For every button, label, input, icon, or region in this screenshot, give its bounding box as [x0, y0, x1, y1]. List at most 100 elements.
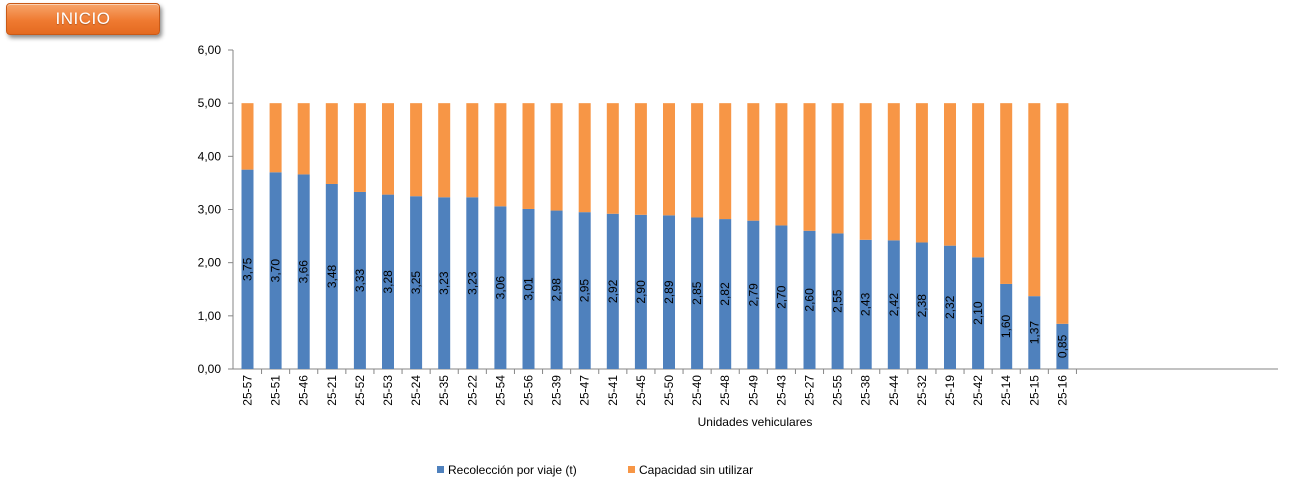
- y-tick-label: 6,00: [198, 43, 222, 57]
- bar-value-label: 3,33: [353, 268, 367, 292]
- x-category-label: 25-40: [690, 375, 704, 406]
- x-category-label: 25-32: [915, 375, 929, 406]
- bar-value-label: 2,10: [971, 301, 985, 325]
- bar-segment-recoleccion: [915, 242, 928, 369]
- bar-segment-capacidad: [803, 103, 816, 231]
- bar-value-label: 3,28: [381, 270, 395, 294]
- x-category-label: 25-50: [662, 375, 676, 406]
- x-category-label: 25-43: [774, 375, 788, 406]
- bar-value-label: 3,25: [409, 271, 423, 295]
- x-category-label: 25-53: [381, 375, 395, 406]
- bar-segment-recoleccion: [859, 239, 872, 369]
- bar-segment-recoleccion: [241, 169, 254, 369]
- bar-segment-recoleccion: [269, 172, 282, 369]
- bar-segment-recoleccion: [1000, 283, 1013, 369]
- bar-value-label: 2,89: [662, 280, 676, 304]
- bar-value-label: 3,23: [437, 271, 451, 295]
- bar-segment-recoleccion: [494, 206, 507, 369]
- bar-segment-capacidad: [550, 103, 563, 211]
- x-category-label: 25-19: [943, 375, 957, 406]
- y-tick-label: 4,00: [198, 149, 222, 163]
- bar-value-label: 2,43: [859, 292, 873, 316]
- y-tick-label: 2,00: [198, 256, 222, 270]
- y-tick-label: 0,00: [198, 362, 222, 376]
- bar-segment-capacidad: [915, 103, 928, 243]
- bar-segment-capacidad: [325, 103, 338, 184]
- x-category-label: 25-21: [325, 375, 339, 406]
- x-category-label: 25-39: [550, 375, 564, 406]
- bar-segment-recoleccion: [634, 214, 647, 369]
- x-category-label: 25-51: [269, 375, 283, 406]
- bar-value-label: 2,70: [774, 285, 788, 309]
- bar-segment-capacidad: [382, 103, 394, 195]
- bar-segment-capacidad: [606, 103, 619, 214]
- bar-segment-recoleccion: [775, 225, 788, 369]
- bar-value-label: 2,32: [943, 295, 957, 319]
- bar-segment-recoleccion: [353, 191, 366, 369]
- bar-segment-capacidad: [634, 103, 647, 215]
- bar-segment-recoleccion: [691, 217, 704, 369]
- bar-value-label: 3,75: [241, 257, 255, 281]
- x-category-label: 25-57: [241, 375, 255, 406]
- bar-value-label: 2,55: [831, 289, 845, 313]
- x-category-label: 25-55: [831, 375, 845, 406]
- bar-segment-recoleccion: [972, 257, 985, 369]
- x-category-label: 25-44: [887, 375, 901, 406]
- bar-segment-capacidad: [691, 103, 704, 218]
- bar-segment-capacidad: [1000, 103, 1013, 284]
- bar-segment-capacidad: [269, 103, 282, 173]
- bar-segment-recoleccion: [747, 220, 760, 369]
- bar-segment-recoleccion: [887, 240, 900, 369]
- x-category-label: 25-15: [1027, 375, 1041, 406]
- bar-segment-capacidad: [775, 103, 788, 226]
- bar-value-label: 2,42: [887, 293, 901, 317]
- bar-segment-capacidad: [494, 103, 507, 207]
- bar-segment-capacidad: [466, 103, 479, 198]
- bar-segment-recoleccion: [1028, 296, 1041, 369]
- bar-segment-capacidad: [1028, 103, 1041, 297]
- bar-segment-recoleccion: [578, 212, 591, 369]
- x-category-label: 25-27: [803, 375, 817, 406]
- chart-bars: [241, 103, 1069, 369]
- bar-segment-capacidad: [353, 103, 366, 192]
- bar-value-label: 2,79: [746, 283, 760, 307]
- bar-value-label: 3,48: [325, 264, 339, 288]
- x-category-label: 25-49: [746, 375, 760, 406]
- bar-value-label: 3,23: [465, 271, 479, 295]
- inicio-button[interactable]: INICIO: [6, 3, 160, 35]
- bar-segment-recoleccion: [944, 245, 956, 369]
- bar-segment-capacidad: [1056, 103, 1069, 324]
- bar-segment-capacidad: [944, 103, 956, 246]
- bar-segment-capacidad: [241, 103, 254, 170]
- bar-segment-recoleccion: [803, 230, 816, 369]
- bar-segment-recoleccion: [438, 197, 451, 369]
- bar-segment-capacidad: [859, 103, 872, 240]
- bar-segment-recoleccion: [297, 174, 310, 369]
- chart-value-labels: 3,75 3,70 3,66 3,48 3,33 3,28 3,25 3,23 3,23 3,06…: [241, 257, 1070, 358]
- chart-legend: Recolección por viaje (t) Capacidad sin …: [437, 463, 753, 477]
- bar-segment-recoleccion: [410, 196, 423, 369]
- bar-value-label: 0,85: [1055, 334, 1069, 358]
- x-category-label: 25-46: [297, 375, 311, 406]
- x-category-label: 25-14: [999, 375, 1013, 406]
- bar-value-label: 2,92: [606, 279, 620, 303]
- bar-value-label: 3,66: [297, 260, 311, 284]
- bar-value-label: 1,37: [1027, 321, 1041, 345]
- bar-segment-capacidad: [663, 103, 675, 216]
- bar-segment-capacidad: [522, 103, 535, 209]
- bar-segment-recoleccion: [1056, 323, 1069, 369]
- bar-segment-capacidad: [747, 103, 760, 221]
- chart-y-tick-labels: 0,00 1,00 2,00 3,00 4,00 5,00 6,00: [198, 43, 222, 376]
- x-category-label: 25-54: [493, 375, 507, 406]
- bar-segment-capacidad: [972, 103, 985, 258]
- y-tick-label: 1,00: [198, 309, 222, 323]
- bar-segment-recoleccion: [663, 215, 675, 369]
- bar-segment-recoleccion: [522, 208, 535, 369]
- bar-segment-recoleccion: [831, 233, 844, 369]
- legend-label-series-1: Recolección por viaje (t): [448, 463, 577, 477]
- bar-value-label: 3,06: [493, 276, 507, 300]
- bar-segment-recoleccion: [606, 213, 619, 369]
- x-category-label: 25-48: [718, 375, 732, 406]
- bar-segment-capacidad: [578, 103, 591, 213]
